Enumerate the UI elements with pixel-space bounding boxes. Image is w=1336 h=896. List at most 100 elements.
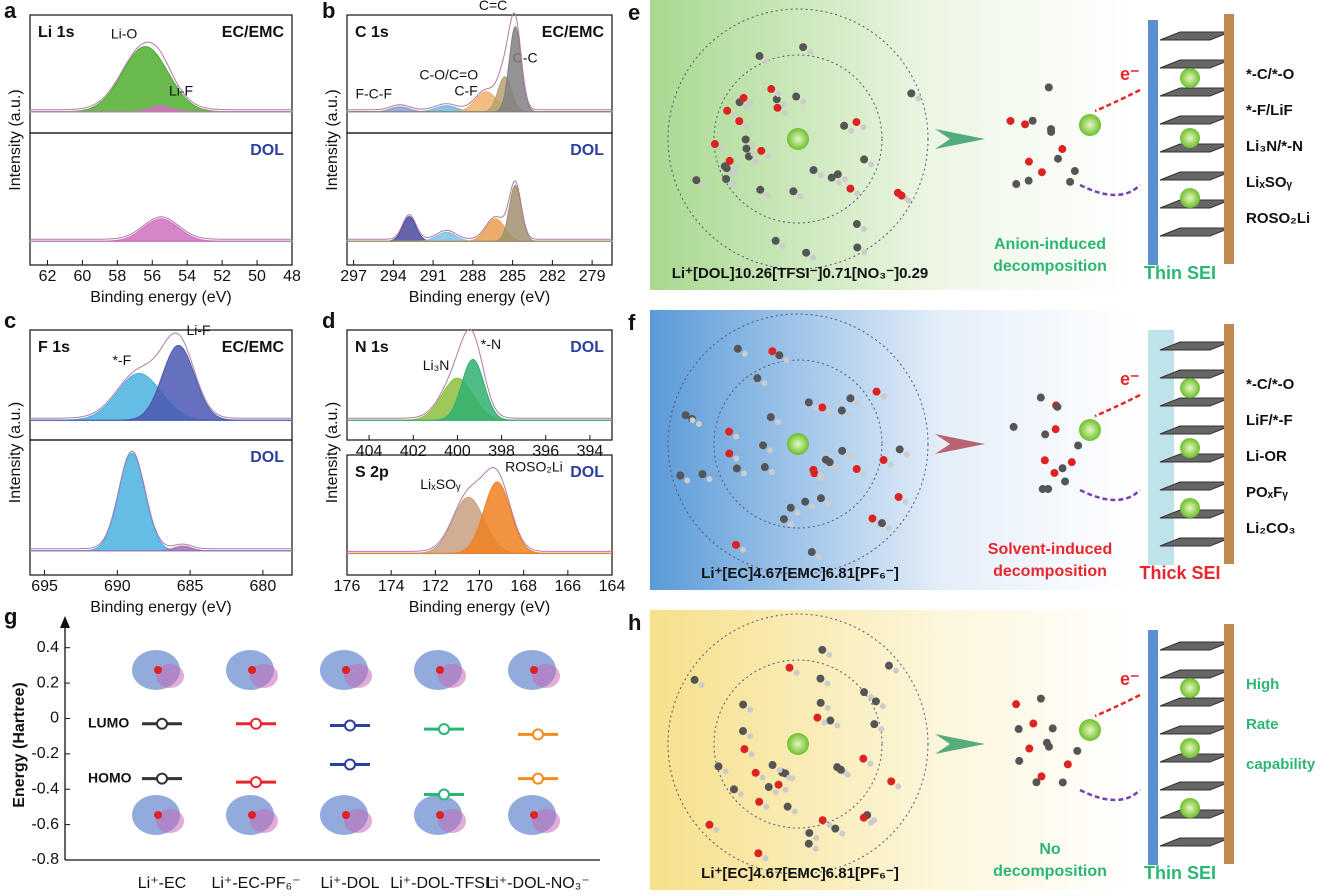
atom bbox=[868, 514, 877, 523]
atom bbox=[725, 449, 734, 458]
y-tick-label: -0.4 bbox=[31, 780, 59, 797]
atom bbox=[833, 464, 840, 471]
atom bbox=[812, 404, 819, 411]
panel-label: e bbox=[628, 0, 640, 25]
solvation-shell bbox=[667, 313, 929, 575]
atom bbox=[878, 726, 885, 733]
atom bbox=[1037, 168, 1046, 177]
sei-layer bbox=[1148, 20, 1158, 265]
atom bbox=[1032, 778, 1041, 787]
atom bbox=[755, 52, 764, 61]
atom bbox=[852, 464, 861, 473]
atom bbox=[698, 470, 707, 479]
atom bbox=[772, 789, 779, 796]
atom bbox=[809, 465, 818, 474]
atom bbox=[813, 834, 820, 841]
atom bbox=[897, 191, 906, 200]
atom bbox=[730, 180, 737, 187]
atom bbox=[768, 347, 777, 356]
x-tick-label: 168 bbox=[510, 578, 537, 595]
atom bbox=[805, 828, 814, 837]
li-ion bbox=[1180, 128, 1200, 148]
atom bbox=[747, 706, 754, 713]
x-tick-label: 60 bbox=[74, 268, 92, 285]
atom bbox=[718, 146, 725, 153]
atom bbox=[860, 124, 867, 131]
level-marker bbox=[438, 788, 450, 801]
atom bbox=[800, 98, 807, 105]
atom bbox=[786, 774, 793, 781]
peak bbox=[346, 184, 613, 242]
atom bbox=[782, 786, 789, 793]
graphite-layer bbox=[1159, 59, 1231, 69]
atom bbox=[1074, 441, 1083, 450]
graphite-layer bbox=[1159, 115, 1231, 125]
graphite-layer bbox=[1159, 641, 1231, 651]
x-tick-label: Li⁺-DOL bbox=[320, 875, 379, 892]
sei-layer bbox=[1148, 630, 1158, 865]
atom bbox=[846, 394, 855, 403]
arrow bbox=[935, 734, 985, 754]
atom bbox=[1058, 145, 1067, 154]
atom bbox=[772, 95, 781, 104]
li-ion bbox=[787, 433, 809, 455]
peak bbox=[347, 358, 612, 421]
current-collector bbox=[1224, 324, 1234, 564]
atom bbox=[895, 445, 904, 454]
atom bbox=[733, 162, 740, 169]
sei-label: Thin SEI bbox=[1144, 863, 1216, 883]
atom bbox=[1066, 177, 1075, 186]
atom bbox=[824, 704, 831, 711]
li-ion bbox=[1180, 68, 1200, 88]
reaction-path bbox=[1079, 183, 1141, 197]
atom bbox=[868, 161, 875, 168]
atom bbox=[860, 155, 869, 164]
atom bbox=[710, 140, 719, 149]
atom bbox=[1047, 127, 1056, 136]
atom bbox=[779, 515, 788, 524]
atom bbox=[763, 58, 770, 65]
atom bbox=[768, 761, 777, 770]
electrolyte-label: DOL bbox=[250, 449, 284, 466]
atom bbox=[1061, 477, 1070, 486]
peak-label: Li-O bbox=[111, 25, 138, 41]
atom bbox=[783, 802, 792, 811]
atom bbox=[1058, 778, 1067, 787]
x-axis-label: Binding energy (eV) bbox=[409, 599, 550, 616]
atom bbox=[1012, 180, 1021, 189]
atom bbox=[763, 803, 770, 810]
atom bbox=[729, 785, 738, 794]
peak-label: Li-F bbox=[186, 322, 210, 338]
atom bbox=[854, 190, 861, 197]
atom bbox=[689, 417, 696, 424]
x-tick-label: 402 bbox=[400, 443, 427, 460]
atom bbox=[845, 412, 852, 419]
atom bbox=[733, 344, 742, 353]
atom bbox=[872, 387, 881, 396]
graphite-layer bbox=[1159, 87, 1231, 97]
atom bbox=[894, 492, 903, 501]
atom bbox=[1006, 116, 1015, 125]
envelope bbox=[347, 180, 612, 240]
solvation-shell bbox=[667, 8, 929, 270]
atom bbox=[860, 226, 867, 233]
x-tick-label: 404 bbox=[356, 443, 383, 460]
atom bbox=[801, 497, 810, 506]
li-ion bbox=[1180, 498, 1200, 518]
atom bbox=[879, 456, 888, 465]
atom bbox=[1036, 694, 1045, 703]
atom bbox=[746, 733, 753, 740]
atom bbox=[839, 830, 846, 837]
atom bbox=[739, 93, 748, 102]
peak bbox=[29, 218, 293, 242]
electron: e⁻ bbox=[1120, 64, 1140, 84]
atom bbox=[774, 419, 781, 426]
atom bbox=[698, 681, 705, 688]
atom bbox=[766, 413, 775, 422]
y-tick-label: -0.8 bbox=[31, 851, 59, 868]
atom bbox=[905, 197, 912, 204]
atom bbox=[780, 101, 787, 108]
element-label: C 1s bbox=[355, 24, 389, 41]
atom bbox=[824, 680, 831, 687]
atom bbox=[838, 446, 847, 455]
